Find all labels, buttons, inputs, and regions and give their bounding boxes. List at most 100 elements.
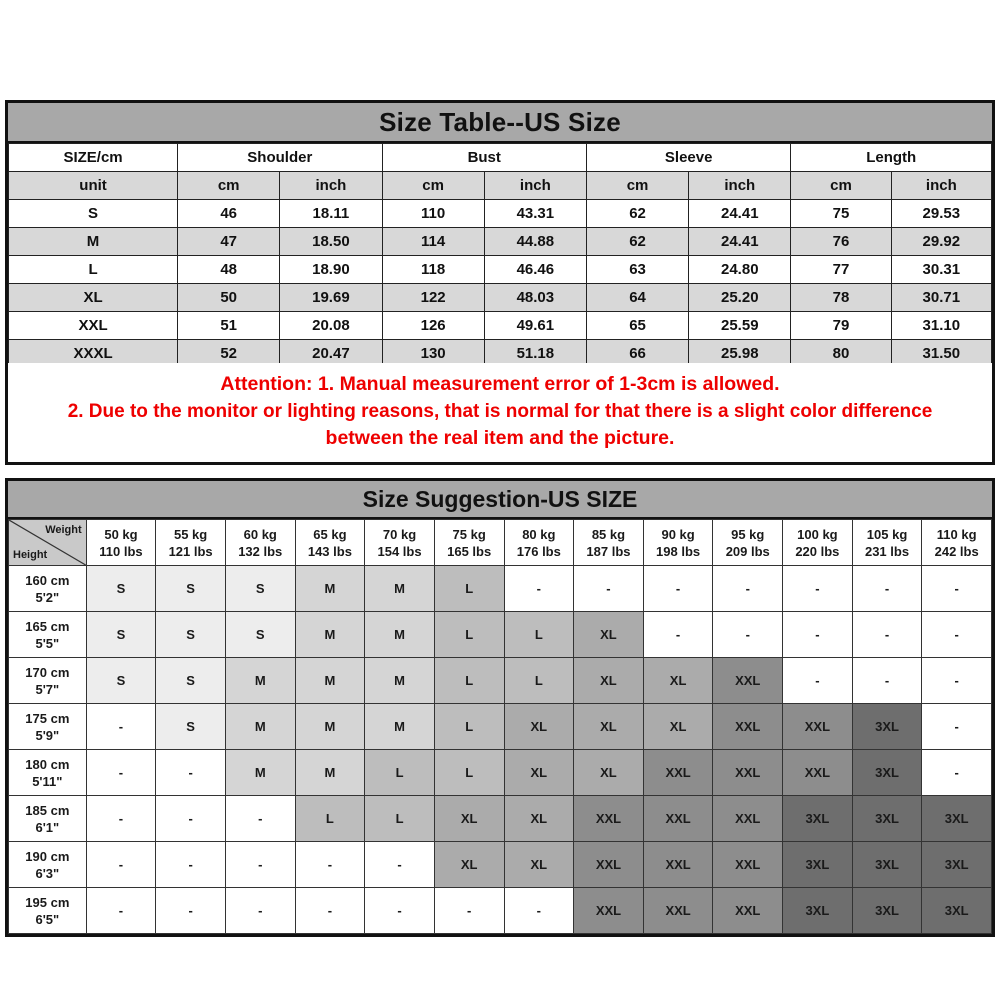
corner-weight-label: Weight <box>45 524 82 536</box>
size-suggestion-cell: 3XL <box>921 795 992 842</box>
size-suggestion-cell: M <box>294 657 366 704</box>
size-suggestion-row: 160 cm 5'2" S S S M M L - - - - - - - <box>8 565 992 612</box>
weight-lbs-label: 220 lbs <box>795 543 840 559</box>
size-suggestion-cell: L <box>433 565 505 612</box>
measurement-cell: 76 <box>790 227 892 256</box>
size-suggestion-cell: S <box>85 657 157 704</box>
size-suggestion-cell: 3XL <box>851 749 923 796</box>
size-suggestion-cell: 3XL <box>851 795 923 842</box>
size-suggestion-cell: L <box>503 611 575 658</box>
height-row-header: 160 cm 5'2" <box>8 565 87 612</box>
size-suggestion-cell: - <box>712 565 784 612</box>
measurement-cell: 30.31 <box>890 255 993 284</box>
weight-column-header: 75 kg 165 lbs <box>433 519 505 566</box>
size-suggestion-row: 175 cm 5'9" - S M M M L XL XL XL XXL XXL 3XL - <box>8 703 992 750</box>
size-suggestion-cell: XL <box>503 795 575 842</box>
size-table-unit-row: unit cm inch cm inch cm inch cm inch <box>7 171 993 200</box>
measurement-cell: 24.80 <box>688 255 792 284</box>
measurement-cell: 47 <box>177 227 281 256</box>
weight-column-header: 55 kg 121 lbs <box>155 519 226 566</box>
attention-line-1: Attention: 1. Manual measurement error o… <box>220 373 780 395</box>
size-suggestion-cell: - <box>224 887 296 934</box>
size-suggestion-cell: XL <box>573 703 644 750</box>
measurement-cell: 62 <box>585 227 690 256</box>
unit-sleeve-cm: cm <box>585 171 690 200</box>
weight-lbs-label: 198 lbs <box>656 543 701 559</box>
unit-length-inch: inch <box>890 171 993 200</box>
size-suggestion-cell: M <box>224 749 296 796</box>
size-suggestion-cell: - <box>433 887 505 934</box>
size-suggestion-header-row: Weight Height 50 kg 110 lbs 55 kg 121 lbs 60… <box>8 519 992 566</box>
size-suggestion-cell: XL <box>573 657 644 704</box>
measurement-cell: 49.61 <box>483 311 587 340</box>
weight-kg-label: 55 kg <box>173 526 208 542</box>
measurement-cell: 24.41 <box>688 227 792 256</box>
size-suggestion-cell: XXL <box>782 749 853 796</box>
measurement-cell: 50 <box>177 283 281 312</box>
size-suggestion-cell: - <box>921 703 992 750</box>
weight-column-header: 100 kg 220 lbs <box>782 519 853 566</box>
height-row-header: 180 cm 5'11" <box>8 749 87 796</box>
weight-kg-label: 90 kg <box>661 526 695 542</box>
size-suggestion-cell: - <box>155 795 226 842</box>
size-suggestion-cell: - <box>155 841 226 888</box>
height-ft-label: 5'5" <box>35 635 60 651</box>
height-cm-label: 165 cm <box>25 618 70 634</box>
weight-lbs-label: 121 lbs <box>168 543 213 559</box>
size-suggestion-cell: M <box>364 611 435 658</box>
size-suggestion-cell: M <box>294 703 366 750</box>
size-suggestion-cell: M <box>364 657 435 704</box>
size-table-row: XXL 51 20.08 126 49.61 65 25.59 79 31.10 <box>7 311 993 340</box>
unit-length-cm: cm <box>790 171 892 200</box>
attention-block: Attention: 1. Manual measurement error o… <box>5 363 995 465</box>
size-suggestion-cell: XXL <box>642 749 714 796</box>
size-suggestion-cell: XXL <box>573 841 644 888</box>
weight-lbs-label: 132 lbs <box>238 543 283 559</box>
size-suggestion-cell: XL <box>503 749 575 796</box>
size-suggestion-row: 195 cm 6'5" - - - - - - - XXL XXL XXL 3XL 3XL 3XL <box>8 887 992 934</box>
size-suggestion-cell: XL <box>503 703 575 750</box>
height-ft-label: 5'7" <box>35 681 60 697</box>
unit-shoulder-inch: inch <box>279 171 383 200</box>
height-cm-label: 170 cm <box>25 664 70 680</box>
measurement-cell: 29.92 <box>890 227 993 256</box>
measurement-cell: 126 <box>381 311 485 340</box>
height-row-header: 170 cm 5'7" <box>8 657 87 704</box>
measurement-cell: 29.53 <box>890 199 993 228</box>
weight-column-header: 80 kg 176 lbs <box>503 519 575 566</box>
size-suggestion-cell: XXL <box>642 841 714 888</box>
size-table-row: L 48 18.90 118 46.46 63 24.80 77 30.31 <box>7 255 993 284</box>
weight-kg-label: 100 kg <box>797 526 838 542</box>
weight-lbs-label: 187 lbs <box>586 543 631 559</box>
measurement-cell: 18.11 <box>279 199 383 228</box>
height-ft-label: 5'2" <box>35 589 60 605</box>
size-suggestion-cell: L <box>433 657 505 704</box>
size-suggestion-cell: - <box>921 565 992 612</box>
size-suggestion-cell: M <box>294 565 366 612</box>
size-suggestion-cell: - <box>85 795 157 842</box>
measurement-cell: 110 <box>381 199 485 228</box>
size-cell: L <box>7 255 179 284</box>
group-header-size: SIZE/cm <box>7 143 179 172</box>
size-suggestion-cell: - <box>294 841 366 888</box>
size-table-group-header-row: SIZE/cm Shoulder Bust Sleeve Length <box>7 143 992 172</box>
height-row-header: 190 cm 6'3" <box>8 841 87 888</box>
measurement-cell: 122 <box>381 283 485 312</box>
size-suggestion-cell: S <box>85 565 157 612</box>
height-cm-label: 195 cm <box>25 894 70 910</box>
size-suggestion-cell: S <box>224 565 296 612</box>
measurement-cell: 51 <box>177 311 281 340</box>
diagonal-divider-icon <box>9 520 86 565</box>
group-header-shoulder: Shoulder <box>177 143 383 172</box>
height-ft-label: 6'1" <box>35 819 60 835</box>
size-suggestion-cell: S <box>155 703 226 750</box>
size-suggestion-cell: - <box>85 887 157 934</box>
size-suggestion-cell: - <box>503 887 575 934</box>
size-suggestion-cell: M <box>364 565 435 612</box>
weight-kg-label: 70 kg <box>382 526 417 542</box>
size-suggestion-cell: XXL <box>712 749 784 796</box>
size-suggestion-block: Size Suggestion-US SIZE Weight Height 50… <box>5 478 995 937</box>
size-table-row: XL 50 19.69 122 48.03 64 25.20 78 30.71 <box>7 283 993 312</box>
size-suggestion-cell: - <box>851 565 923 612</box>
size-suggestion-cell: - <box>85 703 157 750</box>
